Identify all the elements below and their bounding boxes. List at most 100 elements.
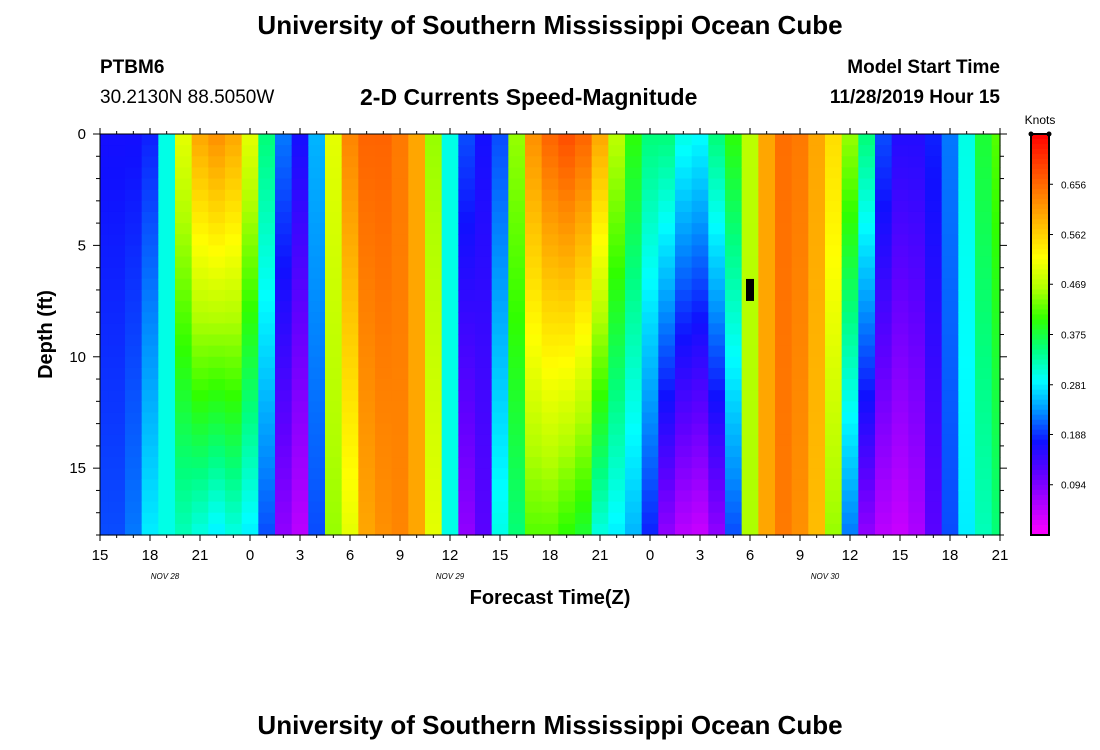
heatmap-cell: [225, 178, 243, 191]
heatmap-cell: [425, 267, 443, 280]
heatmap-cell: [741, 479, 759, 492]
heatmap-cell: [341, 189, 359, 202]
heatmap-cell: [841, 289, 859, 302]
colorbar-segment: [1031, 494, 1049, 501]
heatmap-cell: [941, 189, 959, 202]
heatmap-cell: [891, 145, 909, 157]
heatmap-cell: [325, 367, 343, 380]
heatmap-cell: [725, 345, 743, 358]
heatmap-cell: [391, 445, 409, 458]
heatmap-cell: [908, 189, 926, 202]
heatmap-cell: [141, 301, 159, 313]
heatmap-cell: [491, 312, 509, 324]
heatmap-cell: [475, 390, 493, 402]
heatmap-cell: [375, 156, 393, 169]
heatmap-cell: [275, 501, 293, 514]
heatmap-cell: [141, 234, 159, 246]
heatmap-cell: [575, 200, 593, 213]
heatmap-cell: [925, 189, 943, 202]
heatmap-cell: [725, 145, 743, 157]
heatmap-cell: [108, 445, 126, 458]
heatmap-cell: [341, 390, 359, 402]
heatmap-cell: [925, 345, 943, 358]
heatmap-cell: [208, 390, 226, 402]
heatmap-cell: [625, 367, 643, 380]
heatmap-cell: [375, 379, 393, 391]
heatmap-cell: [175, 390, 193, 402]
heatmap-cell: [991, 323, 1001, 336]
heatmap-cell: [258, 200, 276, 213]
heatmap-cell: [158, 523, 176, 536]
heatmap-cell: [591, 289, 609, 302]
heatmap-cell: [958, 379, 976, 391]
heatmap-cell: [641, 356, 659, 369]
colorbar-segment: [1031, 394, 1049, 401]
heatmap-cell: [575, 423, 593, 436]
heatmap-cell: [408, 457, 426, 469]
heatmap-cell: [100, 134, 109, 146]
heatmap-cell: [341, 223, 359, 235]
heatmap-cell: [675, 145, 693, 157]
heatmap-cell: [758, 278, 776, 291]
heatmap-cell: [758, 367, 776, 380]
heatmap-cell: [775, 412, 793, 425]
heatmap-cell: [691, 189, 709, 202]
heatmap-cell: [991, 423, 1001, 436]
heatmap-cell: [991, 156, 1001, 169]
heatmap-cell: [941, 490, 959, 503]
heatmap-cell: [108, 312, 126, 324]
heatmap-cell: [208, 167, 226, 180]
heatmap-cell: [308, 512, 326, 525]
heatmap-cell: [675, 379, 693, 391]
heatmap-cell: [100, 256, 109, 269]
heatmap-cell: [475, 512, 493, 525]
heatmap-cell: [641, 401, 659, 414]
heatmap-cell: [941, 234, 959, 246]
heatmap-cell: [858, 523, 876, 536]
heatmap-cell: [158, 189, 176, 202]
heatmap-cell: [791, 245, 809, 258]
heatmap-cell: [875, 211, 893, 224]
heatmap-cell: [775, 256, 793, 269]
heatmap-cell: [808, 178, 826, 191]
heatmap-cell: [825, 156, 843, 169]
heatmap-cell: [325, 312, 343, 324]
colorbar-segment: [1031, 484, 1049, 491]
colorbar-segment: [1031, 529, 1049, 536]
heatmap-cell: [841, 490, 859, 503]
heatmap-cell: [341, 211, 359, 224]
heatmap-cell: [991, 167, 1001, 180]
heatmap-cell: [891, 457, 909, 469]
heatmap-cell: [608, 434, 626, 447]
heatmap-cell: [291, 490, 309, 503]
heatmap-cell: [491, 412, 509, 425]
heatmap-cell: [608, 289, 626, 302]
heatmap-cell: [775, 167, 793, 180]
heatmap-cell: [191, 501, 209, 514]
heatmap-cell: [325, 512, 343, 525]
heatmap-cell: [691, 234, 709, 246]
heatmap-cell: [108, 256, 126, 269]
heatmap-cell: [775, 200, 793, 213]
heatmap-cell: [941, 434, 959, 447]
colorbar-segment: [1031, 274, 1049, 280]
heatmap-cell: [625, 289, 643, 302]
heatmap-cell: [125, 412, 143, 425]
heatmap-cell: [100, 334, 109, 347]
heatmap-cell: [100, 245, 109, 258]
heatmap-cell: [325, 501, 343, 514]
heatmap-cell: [791, 200, 809, 213]
heatmap-cell: [908, 234, 926, 246]
heatmap-cell: [641, 412, 659, 425]
heatmap-cell: [100, 211, 109, 224]
heatmap-cell: [675, 490, 693, 503]
heatmap-cell: [841, 356, 859, 369]
heatmap-cell: [441, 167, 459, 180]
chart-title: 2-D Currents Speed-Magnitude: [360, 84, 698, 110]
heatmap-cell: [325, 200, 343, 213]
colorbar-segment: [1031, 299, 1049, 306]
heatmap-cell: [975, 200, 993, 213]
colorbar-segment: [1031, 334, 1049, 341]
heatmap-cell: [991, 223, 1001, 235]
heatmap-cell: [100, 523, 109, 536]
